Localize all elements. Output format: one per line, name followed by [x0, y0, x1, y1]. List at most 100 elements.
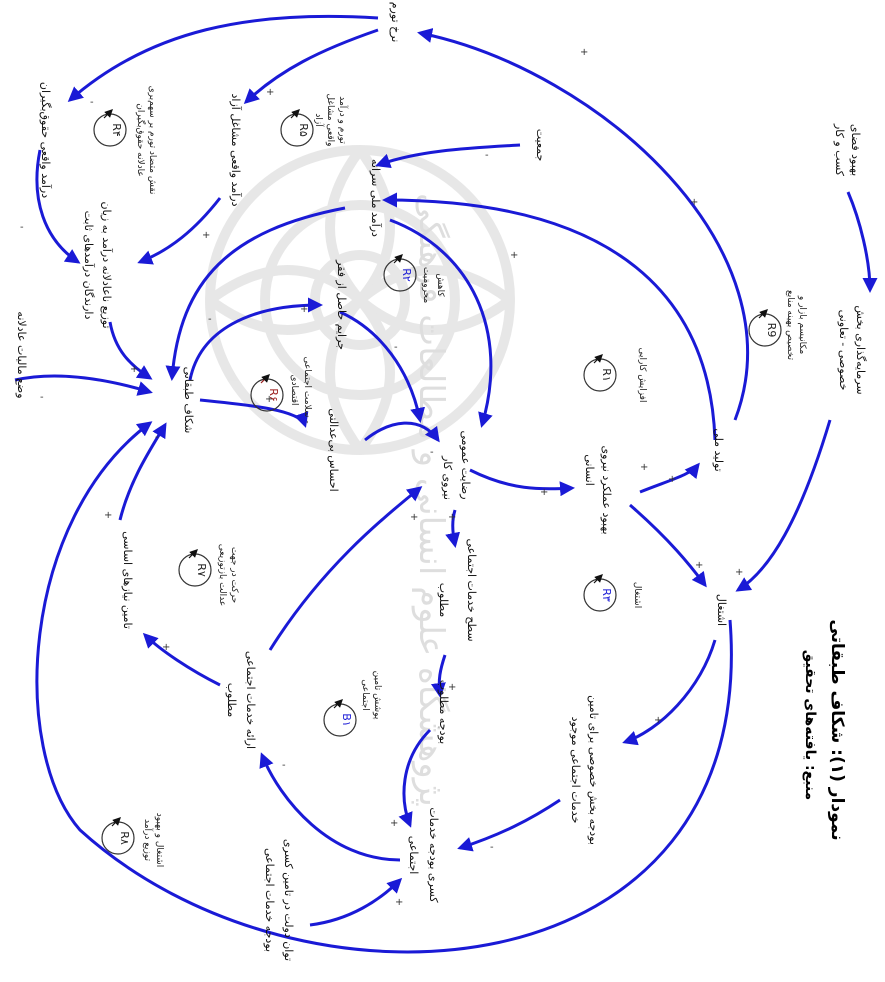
arrow-production-to-inflation: [417, 28, 749, 421]
node-population: جمعیت: [534, 129, 547, 162]
arrow-tax-to-gap: [14, 374, 153, 396]
arrow-business-to-investment: [846, 191, 878, 293]
loop-desc: سلامت اجتماعی -: [302, 356, 312, 423]
loop-R9: R9 مکانیسم بازار و تخصیص بهینه منابع: [748, 290, 807, 361]
node-workforce-performance: بهبود عملکرد نیروی: [600, 445, 613, 534]
sign: +: [265, 394, 273, 405]
sign: -: [430, 447, 434, 458]
loop-desc: واقعی مشاغل: [325, 94, 335, 147]
arrow-wage-income-to-unequal-dist: [35, 149, 81, 264]
arrow-unequal-to-gap: [108, 321, 153, 380]
loop-desc: توزیع درآمد: [142, 819, 154, 862]
loop-desc: کاهش: [435, 273, 445, 297]
node-basic-needs: تامین نیازهای اساسی: [121, 531, 134, 629]
node-provide-services: ارائه خدمات اجتماعی: [244, 651, 257, 749]
node-desired-services: سطح خدمات اجتماعی: [465, 538, 478, 641]
arrow-provide-to-basic-needs: [142, 632, 221, 687]
loop-B1: B۱ پوشش تامین اجتماعی: [323, 671, 382, 737]
node-desired-budget: بودجه مطلوب: [437, 680, 450, 744]
loop-desc: تخصیص بهینه منابع: [785, 290, 795, 361]
sign: +: [130, 364, 138, 375]
node-provide-services-2: مطلوب: [225, 683, 238, 718]
node-unequal-distribution-2: دارندگان درآمدهای ثابت: [82, 211, 96, 320]
loop-R2: R۲ کاهش محرومیت: [383, 254, 445, 303]
arrow-private-budget-to-deficit: [457, 798, 561, 852]
node-desired-services-2: مطلوب: [437, 583, 450, 618]
node-real-income-wage: درآمد واقعی حقوق‌بگیران: [39, 82, 53, 198]
arrow-employment-to-private-budget: [622, 639, 717, 746]
sign: +: [266, 87, 274, 98]
arrow-employment-to-gap: [35, 421, 733, 954]
diagram-nodes: نرخ تورم درآمد واقعی حقوق‌بگیران درآمد و…: [15, 2, 867, 961]
sign: +: [448, 512, 456, 523]
node-private-budget-2: خدمات اجتماعی موجود: [569, 717, 582, 824]
arrow-population-to-percapita: [375, 143, 521, 169]
loop-label: B۱: [340, 713, 353, 726]
figure-title: نمودار (۱): شکاف طبقاتی: [827, 619, 847, 840]
arrow-desired-services-to-budget: [430, 654, 447, 698]
loop-R3: R۳ اشتغال: [583, 574, 642, 612]
node-unequal-distribution: توزیع ناعادلانه درآمد به زیان: [100, 201, 114, 328]
node-budget-deficit: کسری بودجه خدمات: [427, 807, 440, 903]
node-gov-capacity-2: بودجه خدمات اجتماعی: [263, 848, 276, 952]
loop-label: R۳: [600, 588, 613, 602]
loop-desc: اجتماعی: [360, 679, 370, 711]
loop-desc: عدالت بازتوزیعی: [217, 544, 227, 606]
sign: +: [580, 47, 588, 58]
loop-R6: R۶ سلامت اجتماعی - اقتصادی: [250, 356, 312, 424]
arrow-provide-to-satisfaction: [268, 486, 423, 651]
sign: +: [654, 715, 662, 726]
node-public-satisfaction: رضایت عمومی: [459, 430, 472, 499]
arrow-percapita-to-gap: [165, 206, 346, 381]
arrow-production-to-percapita: [382, 192, 717, 441]
node-class-gap: شکاف طبقاتی: [182, 367, 195, 434]
node-workforce-label: نیروی کار: [441, 455, 454, 500]
sign: -: [155, 432, 159, 443]
node-budget-deficit-2: اجتماعی: [407, 836, 420, 875]
sign: -: [208, 314, 212, 325]
loop-R4: R۴ نقش متضاد تورم بر سهم‌بری عادلانه حقو…: [93, 86, 157, 194]
causal-arrows: [14, 14, 878, 954]
loop-desc: مکانیسم بازار و: [797, 295, 807, 354]
loop-label: R۴: [110, 123, 123, 137]
arrow-inflation-to-free-income: [243, 28, 379, 105]
loop-desc: آزاد: [313, 113, 325, 127]
loop-desc: پوشش تامین: [372, 671, 382, 720]
sign: -: [394, 342, 398, 353]
sign: +: [540, 487, 548, 498]
loop-desc: افزایش کارایی: [637, 348, 647, 403]
sign: +: [668, 474, 676, 485]
node-business-env: بهبود فضای: [849, 124, 862, 176]
node-private-investment: سرمایه‌گذاری بخش: [854, 305, 867, 394]
node-inflation: نرخ تورم: [389, 2, 402, 43]
sign: -: [490, 842, 494, 853]
figure-source: منبع: یافته‌های تحقیق: [802, 650, 818, 800]
node-fair-tax: وضع مالیات عادلانه: [15, 311, 28, 398]
watermark-emblem: [205, 145, 515, 455]
node-national-production: تولید ملی: [712, 428, 725, 471]
node-poverty-crimes: جرایم حاصل از فقر: [335, 259, 348, 350]
loop-label: R۱: [600, 368, 613, 382]
loop-label: R۶: [267, 388, 280, 402]
loop-desc: محرومیت: [421, 267, 431, 303]
arrow-gap-to-injustice: [199, 398, 309, 428]
sign: +: [390, 818, 398, 829]
sign: +: [448, 682, 456, 693]
node-private-budget: بودجه بخش خصوصی برای تامین: [587, 695, 600, 845]
sign: -: [40, 392, 44, 403]
loop-desc: عادلانه حقوق‌بگیران: [135, 103, 147, 176]
loop-desc: تورم و درآمد: [337, 96, 349, 144]
loop-desc: اقتصادی: [289, 374, 299, 405]
loop-desc: اشتغال: [632, 582, 642, 608]
loop-desc: حرکت در جهت: [229, 547, 239, 603]
arrow-satisfaction-to-desired-services: [445, 509, 461, 548]
loop-R7: R۷ حرکت در جهت عدالت بازتوزیعی: [178, 544, 239, 606]
arrow-deficit-to-provide-services: [259, 752, 401, 862]
loop-R8: R۸ اشتغال و بهبود توزیع درآمد: [101, 813, 164, 867]
arrow-basic-needs-to-gap: [118, 422, 167, 521]
arrow-workforce-to-production: [639, 462, 700, 494]
sign: +: [510, 250, 518, 261]
arrow-investment-to-employment: [735, 419, 832, 592]
arrow-workforce-to-employment: [629, 503, 707, 588]
